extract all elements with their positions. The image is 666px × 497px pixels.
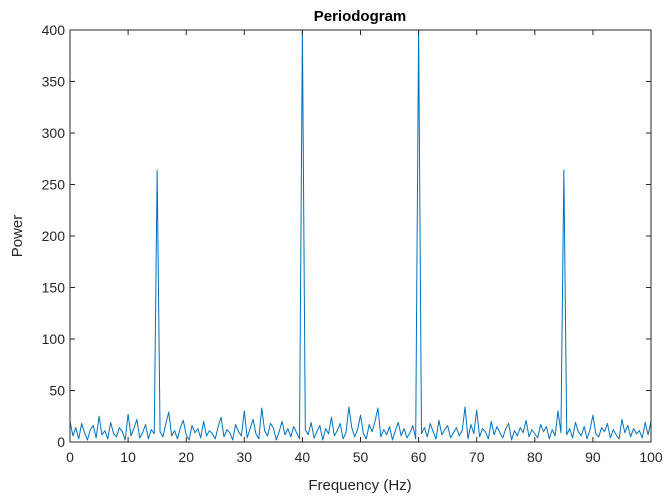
x-tick-label-30: 30 [237, 449, 253, 465]
y-tick-label-200: 200 [42, 228, 66, 244]
y-tick-label-250: 250 [42, 177, 66, 193]
x-axis-label: Frequency (Hz) [308, 477, 411, 494]
y-tick-label-50: 50 [49, 383, 65, 399]
chart-title: Periodogram [314, 8, 407, 25]
y-axis-label: Power [9, 215, 26, 258]
y-tick-label-400: 400 [42, 22, 66, 38]
x-tick-label-80: 80 [527, 449, 543, 465]
series-line-0 [70, 30, 651, 441]
plot-area: 0 10 20 30 40 50 60 70 80 90 100 0 50 100 150 200 250 300… [42, 22, 663, 465]
y-tick-label-300: 300 [42, 125, 66, 141]
axes-background [70, 30, 651, 442]
axes-box [69, 29, 652, 443]
y-tick-label-350: 350 [42, 74, 66, 90]
x-tick-label-0: 0 [66, 449, 74, 465]
y-tick-label-100: 100 [42, 331, 66, 347]
y-tick-label-0: 0 [57, 434, 65, 450]
x-tick-label-90: 90 [585, 449, 601, 465]
x-tick-label-60: 60 [411, 449, 427, 465]
x-tick-label-70: 70 [469, 449, 485, 465]
x-tick-label-10: 10 [120, 449, 136, 465]
x-tick-label-20: 20 [178, 449, 194, 465]
y-tick-label-150: 150 [42, 280, 66, 296]
x-tick-label-100: 100 [639, 449, 663, 465]
x-tick-label-40: 40 [295, 449, 311, 465]
x-tick-label-50: 50 [353, 449, 369, 465]
